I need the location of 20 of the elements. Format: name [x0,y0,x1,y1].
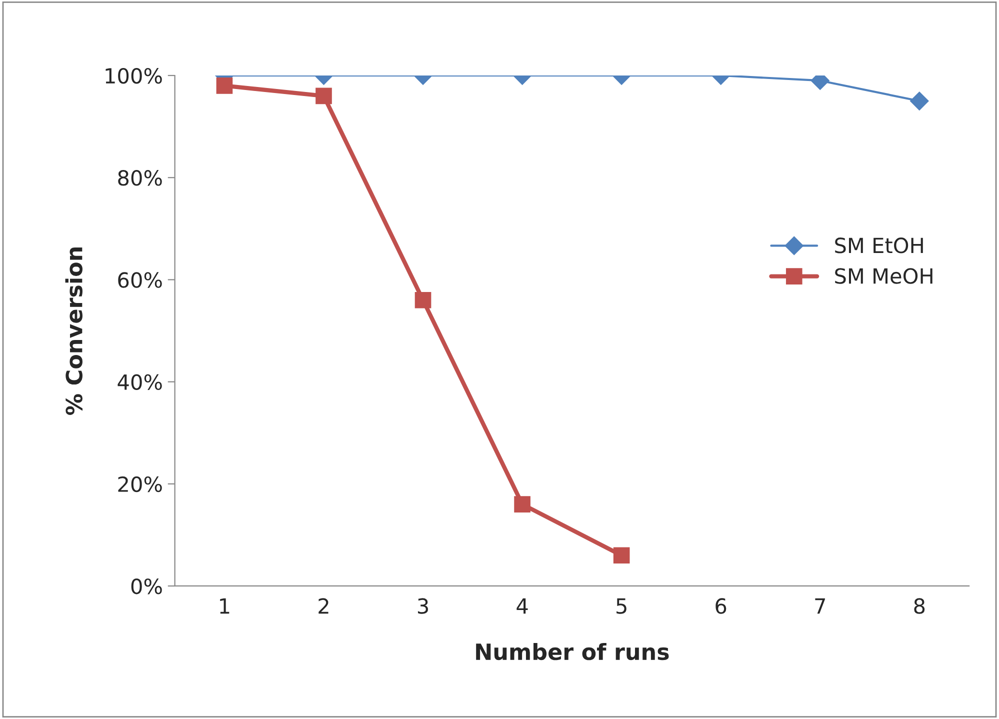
y-tick-label: 20% [118,476,162,492]
y-tick-label: 60% [118,272,162,288]
x-tick-label: 2 [318,598,328,614]
x-axis-title: Number of runs [476,642,669,660]
y-axis-title: % Conversion [65,248,82,415]
x-tick-label: 7 [815,598,825,614]
x-tick-label: 3 [418,598,428,614]
x-tick-label: 1 [220,598,230,614]
legend-label: SM EtOH [835,238,923,254]
x-tick-label: 5 [616,598,626,614]
legend-label: SM MeOH [835,268,932,284]
y-tick-label: 40% [118,374,162,390]
y-tick-label: 0% [131,578,162,594]
x-tick-label: 4 [516,598,528,614]
y-tick-label: 100% [106,68,162,84]
x-tick-label: 8 [914,598,925,614]
x-tick-label: 6 [716,598,726,614]
point [514,496,530,512]
y-tick-label: 80% [118,170,162,186]
point [613,547,630,564]
